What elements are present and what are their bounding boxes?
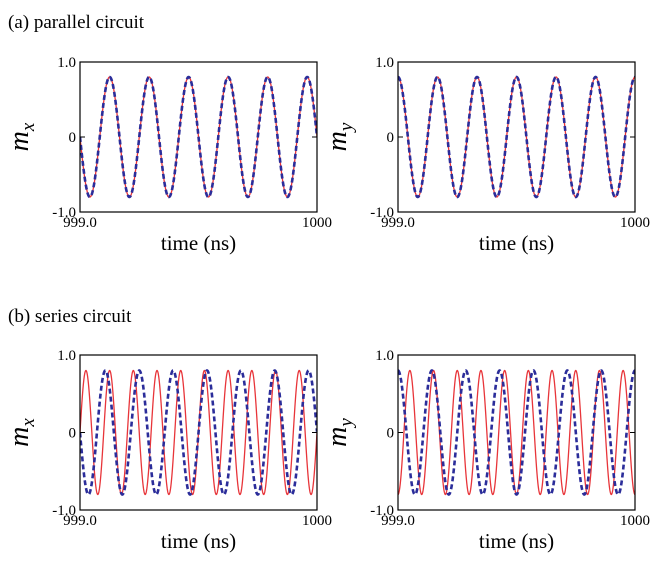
y-tick-label: 0 [387,130,395,146]
series-blue-dashed-line [80,75,317,199]
series-blue-dashed-line [398,369,635,496]
y-axis-label-main: m [4,427,35,447]
y-axis-label-subscript: x [18,418,39,428]
x-tick-label: 1000 [302,513,332,529]
y-tick-label: 0 [69,426,77,442]
y-tick-label: 0 [387,426,395,442]
y-axis-label: mx [4,418,39,447]
x-axis-label: time (ns) [161,231,236,255]
y-tick-label: 1.0 [375,348,394,364]
y-axis-label-subscript: y [336,122,357,133]
y-axis-label-subscript: y [336,418,357,429]
x-tick-label: 999.0 [63,215,97,231]
y-tick-label: -1.0 [52,205,76,221]
y-axis-label: mx [4,122,39,151]
x-tick-label: 1000 [620,215,650,231]
y-axis-label-main: m [322,427,353,447]
x-axis-label: time (ns) [479,231,554,255]
y-tick-label: 1.0 [375,55,394,71]
x-tick-label: 1000 [620,513,650,529]
x-tick-label: 1000 [302,215,332,231]
section-a-label: (a) parallel circuit [8,12,145,33]
x-tick-label: 999.0 [381,215,415,231]
series-blue-dashed-line [80,369,317,496]
y-tick-label: 1.0 [57,55,76,71]
x-axis-label: time (ns) [479,529,554,553]
y-axis-label-subscript: x [18,122,39,132]
y-axis-label-main: m [4,131,35,151]
y-axis-label: my [322,122,357,151]
section-b-label: (b) series circuit [8,306,132,327]
y-axis-label-main: m [322,131,353,151]
x-tick-label: 999.0 [63,513,97,529]
y-tick-label: 1.0 [57,348,76,364]
x-tick-label: 999.0 [381,513,415,529]
series-red-solid-line [398,369,635,496]
series-blue-dashed-line [398,75,635,199]
y-tick-label: -1.0 [52,503,76,519]
x-axis-label: time (ns) [161,529,236,553]
y-tick-label: -1.0 [370,503,394,519]
y-axis-label: my [322,418,357,447]
y-tick-label: 0 [69,130,77,146]
y-tick-label: -1.0 [370,205,394,221]
